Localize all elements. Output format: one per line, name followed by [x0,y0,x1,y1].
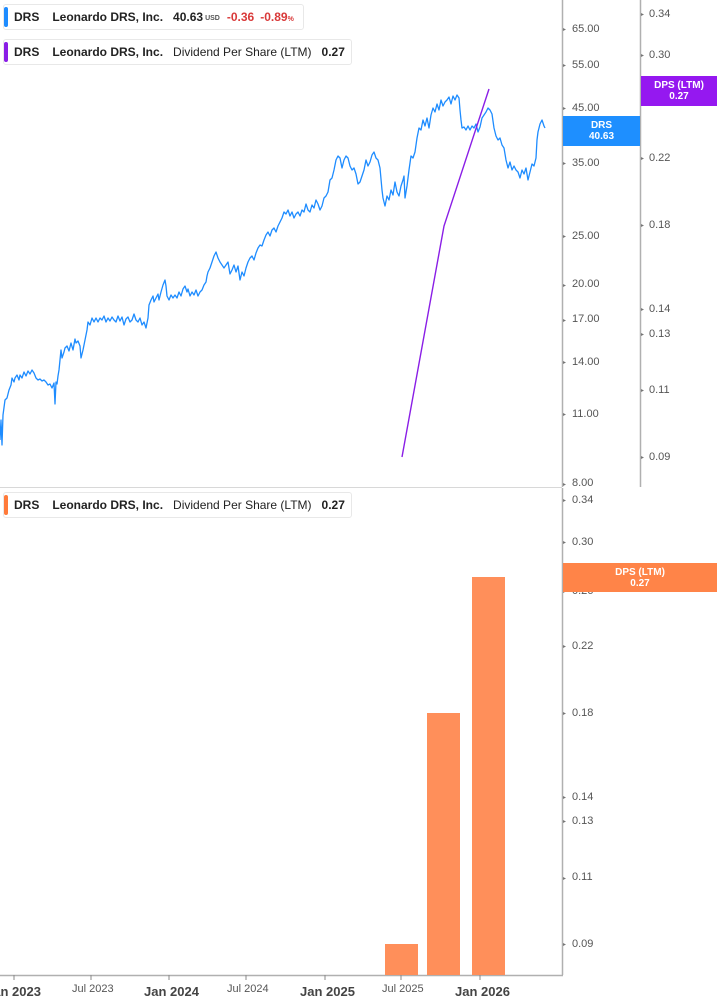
x-label: Jul 2024 [227,983,269,995]
dps-y-label: 0.09 [572,938,594,950]
x-label: Jul 2025 [382,983,424,995]
legend-ticker: DRS [14,45,40,59]
price-y-ticks [563,28,566,486]
dps-top-y-ticks [641,13,644,459]
dps-y-label: 0.34 [572,494,594,506]
dps-y-label: 0.22 [649,152,671,164]
dps-top-tag-value: 0.27 [669,91,689,102]
price-y-label: 20.00 [572,278,600,290]
legend-metric-value: 0.27 [321,45,345,59]
legend-price-value: 40.63 [173,10,204,24]
dps-y-label: 0.18 [649,219,671,231]
legend-company-name: Leonardo DRS, Inc. [52,10,164,24]
x-label: Jan 2026 [455,984,510,999]
price-y-label: 65.00 [572,23,600,35]
legend-color-swatch [4,495,8,515]
x-label: Jul 2023 [72,983,114,995]
legend-dps-top[interactable]: DRS Leonardo DRS, Inc. Dividend Per Shar… [3,39,352,65]
legend-dps-bottom[interactable]: DRS Leonardo DRS, Inc. Dividend Per Shar… [3,492,352,518]
price-y-label: 55.00 [572,59,600,71]
legend-company-name: Leonardo DRS, Inc. [52,45,164,59]
legend-metric: Dividend Per Share (LTM) [173,498,312,512]
price-line [0,94,546,446]
dps-bar-2[interactable] [427,713,460,975]
dps-y-label: 0.09 [649,451,671,463]
legend-ticker: DRS [14,498,40,512]
price-y-label: 17.00 [572,313,600,325]
price-y-label: 35.00 [572,157,600,169]
price-y-label: 11.00 [572,408,599,420]
price-last-value-tag: DRS 40.63 [563,116,640,146]
dps-y-label: 0.11 [572,871,593,883]
x-label: Jan 2023 [0,984,41,999]
legend-price-change: -0.36 [226,10,255,24]
dps-bar-3[interactable] [472,577,505,975]
dps-y-label: 0.13 [649,328,671,340]
legend-price[interactable]: DRS Leonardo DRS, Inc. 40.63 USD -0.36 -… [3,4,304,30]
legend-color-swatch [4,7,8,27]
price-y-label: 8.00 [572,477,594,489]
legend-metric: Dividend Per Share (LTM) [173,45,312,59]
legend-color-swatch [4,42,8,62]
dps-bottom-last-value-tag: DPS (LTM) 0.27 [563,563,717,592]
dps-bars [385,577,505,975]
price-y-label: 25.00 [572,230,600,242]
legend-ticker: DRS [14,10,40,24]
dps-bar-1[interactable] [385,944,418,975]
dps-bottom-tag-label: DPS (LTM) [615,566,665,578]
legend-metric-value: 0.27 [321,498,345,512]
price-y-label: 14.00 [572,356,600,368]
price-y-label: 45.00 [572,102,600,114]
price-tag-value: 40.63 [588,131,615,142]
dps-y-label: 0.30 [649,49,671,61]
dps-y-label: 0.18 [572,707,594,719]
x-label: Jan 2024 [144,984,199,999]
dps-y-label: 0.14 [649,303,671,315]
legend-currency: USD [205,14,220,22]
dps-y-label: 0.14 [572,791,594,803]
dps-top-last-value-tag: DPS (LTM) 0.27 [641,76,717,106]
dps-y-label: 0.13 [572,815,594,827]
legend-price-change-pct: -0.89% [260,10,294,24]
dps-y-label: 0.11 [649,384,670,396]
x-label: Jan 2025 [300,984,355,999]
legend-company-name: Leonardo DRS, Inc. [52,498,164,512]
x-axis-ticks [13,975,481,980]
dps-y-label: 0.22 [572,640,594,652]
dps-top-tag-label: DPS (LTM) [654,80,704,91]
dps-bottom-tag-value: 0.27 [630,577,650,589]
dps-y-label: 0.34 [649,8,671,20]
dps-y-label: 0.30 [572,536,594,548]
dps-line [401,88,490,458]
price-tag-ticker: DRS [590,120,613,131]
